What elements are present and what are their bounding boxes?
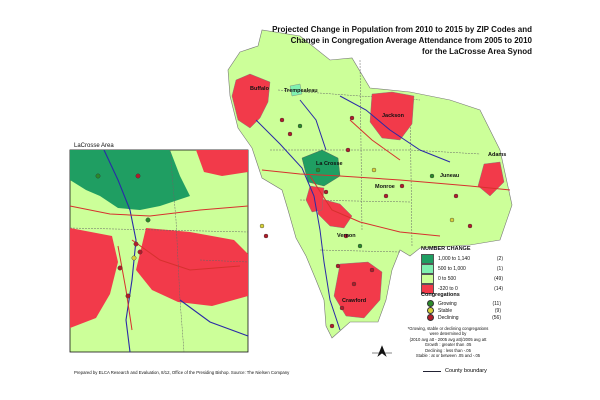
- legend-range: 500 to 1,000: [438, 266, 466, 272]
- inset-roads: [69, 205, 249, 331]
- declining-dot-icon: [427, 314, 434, 321]
- legend-count: (49): [494, 276, 503, 282]
- zone-jackson: [369, 91, 415, 141]
- county-boundary-line-icon: [423, 370, 441, 372]
- city-label-adams: Adams: [488, 152, 507, 158]
- legend-swatch: [421, 284, 434, 294]
- note-line: were determined by: [429, 331, 467, 337]
- legend-row: 0 to 500 (49): [421, 274, 503, 284]
- inset-red-west: [70, 228, 118, 328]
- county-boundaries: [270, 59, 481, 253]
- legend-swatch: [421, 264, 434, 274]
- congregation-count: (56): [492, 314, 501, 321]
- inset-red-big: [136, 228, 248, 306]
- city-label-juneau: Juneau: [440, 173, 460, 179]
- growing-dot-icon: [427, 300, 434, 307]
- note-line: (2010 avg att - 2005 avg att)/2005 avg a…: [409, 336, 487, 342]
- rivers: [255, 95, 451, 331]
- congregation-label: Growing: [438, 300, 457, 307]
- note-line: *Growing, stable or declining congregati…: [407, 326, 489, 331]
- city-label-vernon: Vernon: [337, 233, 356, 239]
- county-boundary-label: County boundary: [445, 368, 487, 374]
- inset-county-lines: [69, 149, 249, 353]
- congregation-count: (9): [494, 307, 501, 314]
- city-label-buffalo: Buffalo: [250, 86, 269, 92]
- legend-range: 1,000 to 1,140: [438, 256, 470, 262]
- legend-count: (2): [496, 256, 503, 262]
- legend-swatch: [421, 274, 434, 284]
- title-line-3: for the LaCrosse Area Synod: [422, 47, 532, 56]
- congregation-legend: Congregations Growing (11) Stable (9) De…: [421, 292, 501, 321]
- inset-rivers: [103, 149, 249, 353]
- city-label-crawford: Crawford: [342, 298, 367, 304]
- legend-row: -320 to 0 (14): [421, 284, 503, 294]
- city-label-monroe: Monroe: [375, 184, 395, 190]
- title-line-1: Projected Change in Population from 2010…: [272, 25, 532, 34]
- congregation-heading: Congregations: [421, 292, 460, 298]
- legend-count: (1): [496, 266, 503, 272]
- inset-label: LaCrosse Area: [74, 143, 114, 149]
- inset-red-north: [196, 150, 248, 176]
- legend-range: -320 to 0: [438, 286, 458, 292]
- note-line: Declining : less than -.05: [425, 347, 471, 353]
- city-label-trempealeau: Trempealeau: [284, 88, 318, 94]
- legend-heading: NUMBER CHANGE: [421, 246, 471, 252]
- zone-medium-green: [289, 83, 303, 97]
- legend-swatch: [421, 254, 434, 264]
- footer-credit: Prepared by ELCA Research and Evaluation…: [74, 370, 290, 375]
- methodology-notes: *Growing, stable or declining congregati…: [398, 326, 498, 358]
- note-line: Growth : greater than .05: [424, 342, 472, 348]
- congregation-row: Growing (11): [421, 300, 501, 307]
- inset-green-zone: [70, 150, 190, 210]
- legend-row: 500 to 1,000 (1): [421, 264, 503, 274]
- zone-crawford: [333, 261, 383, 319]
- congregation-row: Stable (9): [421, 307, 501, 314]
- congregation-label: Stable: [438, 307, 453, 314]
- congregation-count: (11): [492, 300, 501, 307]
- city-label-lacrosse: La Crosse: [316, 161, 343, 167]
- legend-range: 0 to 500: [438, 276, 457, 282]
- highways: [261, 119, 511, 237]
- title-line-2: Change in Congregation Average Attendanc…: [290, 36, 532, 45]
- county-boundary-legend: County boundary: [423, 368, 501, 374]
- map-title: Projected Change in Population from 2010…: [232, 24, 532, 57]
- legend-row: 1,000 to 1,140 (2): [421, 254, 503, 264]
- zone-buffalo: [231, 73, 271, 129]
- stable-dot-icon: [427, 307, 434, 314]
- note-line: Stable : at or between .05 and -.05: [415, 353, 481, 359]
- zone-vernon: [317, 197, 353, 229]
- north-arrow: [372, 345, 392, 357]
- synod-region: [227, 29, 513, 339]
- congregation-label: Declining: [438, 314, 459, 321]
- city-label-jackson: Jackson: [382, 113, 405, 119]
- congregation-row: Declining (56): [421, 314, 501, 321]
- legend-count: (14): [494, 286, 503, 292]
- congregation-dots: [95, 115, 473, 329]
- number-change-legend: NUMBER CHANGE 1,000 to 1,140 (2) 500 to …: [421, 246, 503, 294]
